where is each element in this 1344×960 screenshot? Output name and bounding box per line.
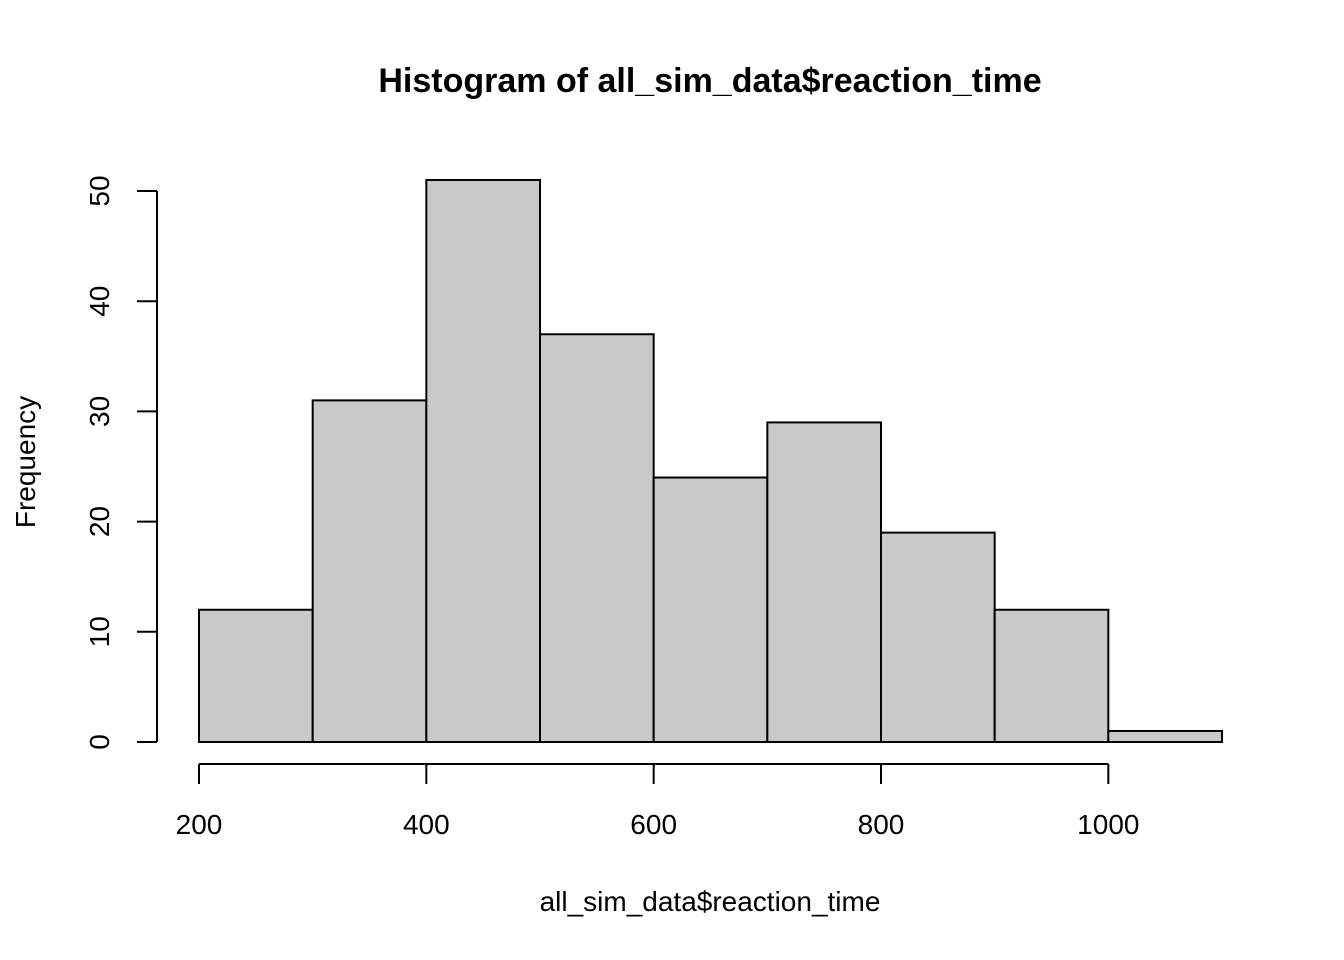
- x-axis: 200 400 600 800 1000: [176, 763, 1139, 840]
- y-tick-label-30: 30: [84, 396, 115, 427]
- y-tick-label-40: 40: [84, 286, 115, 317]
- bars-group: [198, 178, 1224, 744]
- x-tick-label-400: 400: [403, 809, 450, 840]
- y-axis-label: Frequency: [10, 396, 41, 528]
- bar-400-500: [425, 178, 542, 744]
- x-tick-label-800: 800: [858, 809, 905, 840]
- bar-1000-1100: [1107, 729, 1224, 743]
- y-tick-label-50: 50: [84, 175, 115, 206]
- y-tick-label-10: 10: [84, 616, 115, 647]
- x-tick-label-200: 200: [176, 809, 223, 840]
- y-tick-label-20: 20: [84, 506, 115, 537]
- x-tick-label-1000: 1000: [1077, 809, 1139, 840]
- bar-500-600: [539, 333, 655, 743]
- chart-title: Histogram of all_sim_data$reaction_time: [378, 62, 1041, 100]
- bar-600-700: [652, 476, 769, 743]
- bar-200-300: [198, 608, 314, 744]
- bar-300-400: [311, 399, 428, 743]
- y-tick-label-0: 0: [84, 734, 115, 750]
- bar-700-800: [766, 421, 882, 743]
- y-axis: 0 10 20 30 40 50: [84, 175, 158, 750]
- x-axis-label: all_sim_data$reaction_time: [540, 886, 881, 917]
- bar-900-1000: [993, 608, 1110, 744]
- x-tick-label-600: 600: [630, 809, 677, 840]
- bar-800-900: [880, 531, 996, 743]
